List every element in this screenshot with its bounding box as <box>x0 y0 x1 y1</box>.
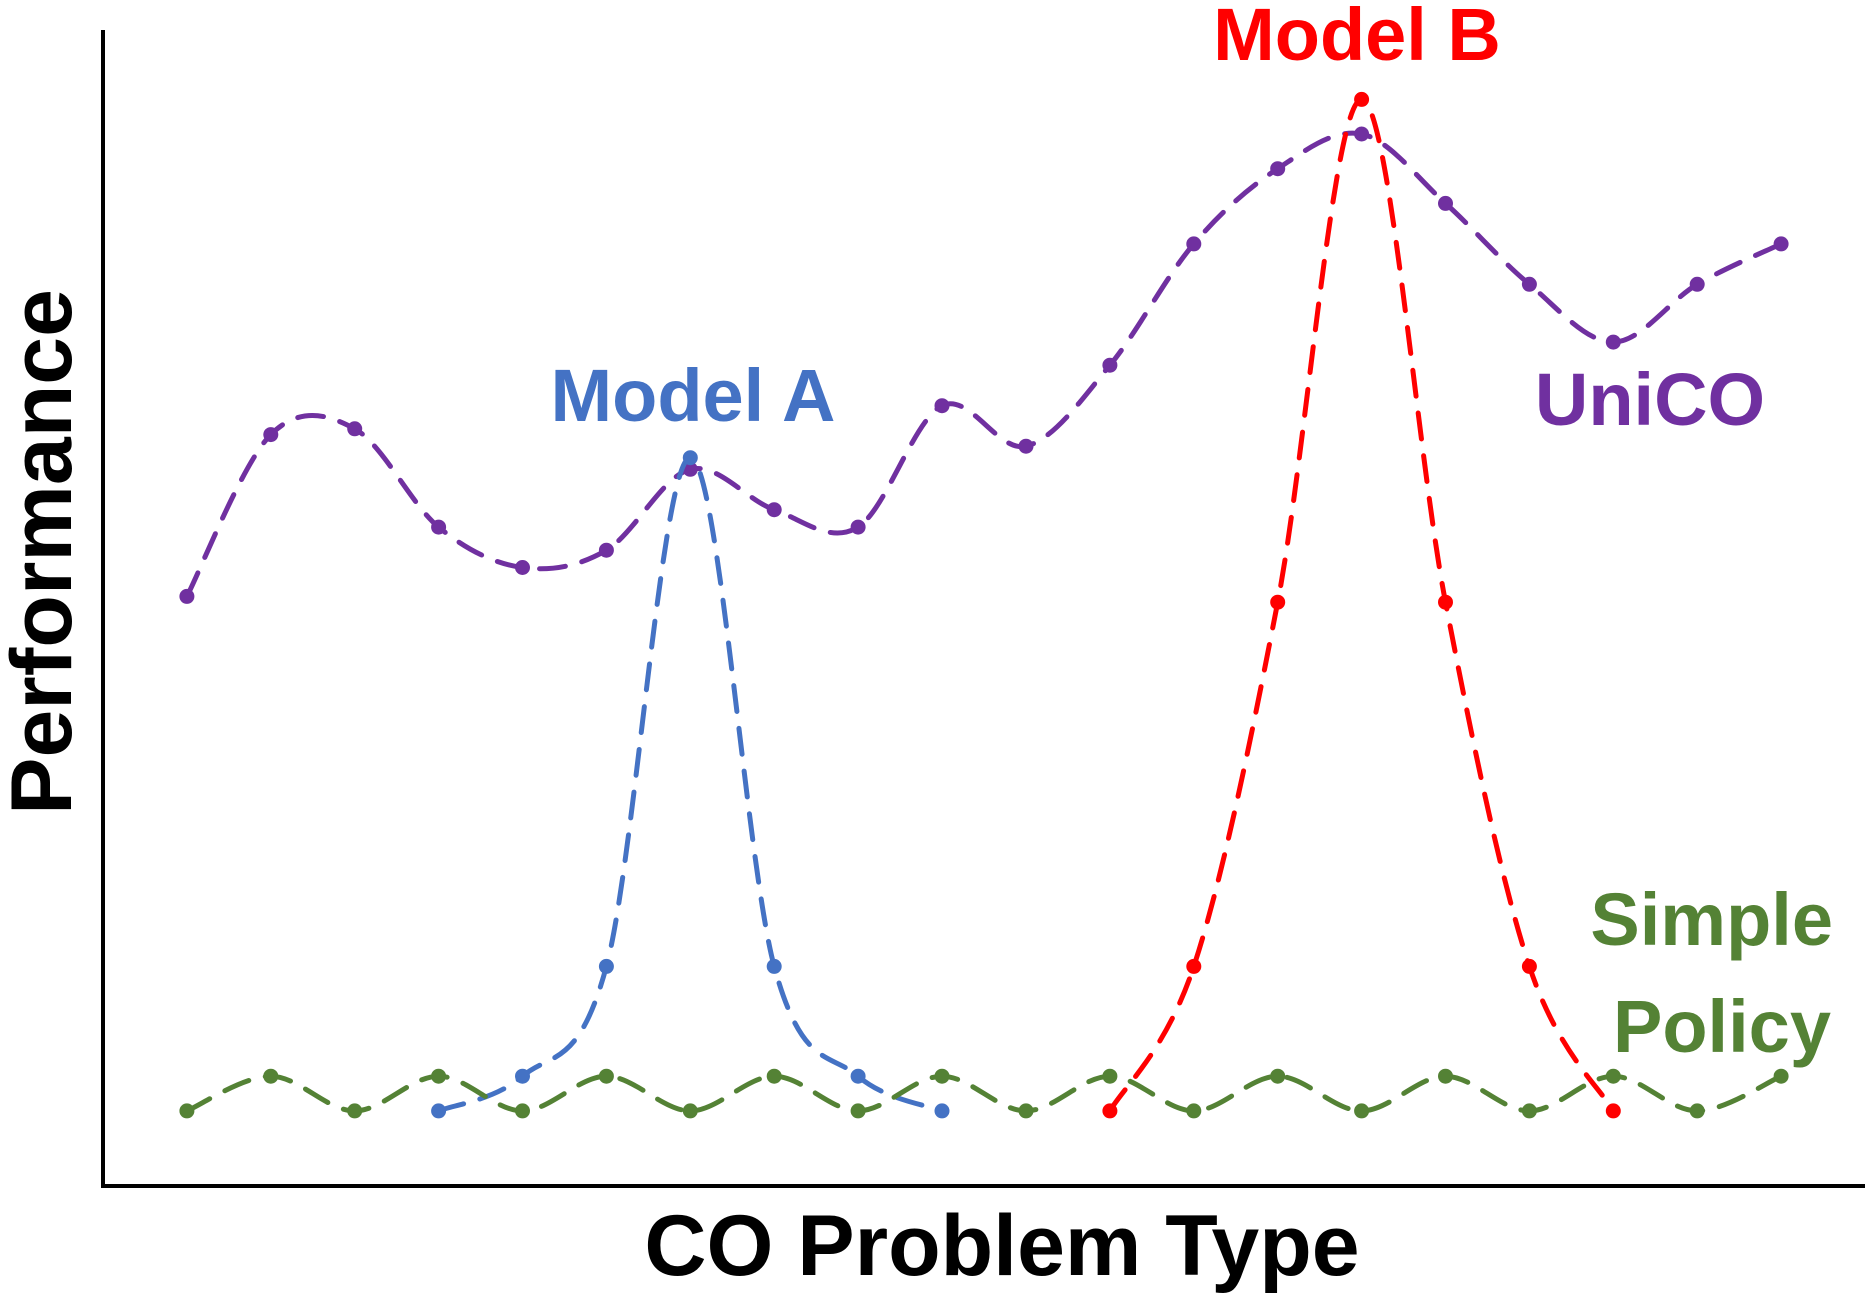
data-point-model-a-1 <box>431 1103 447 1119</box>
data-point-unico-17 <box>1521 276 1537 292</box>
x-axis-title: CO Problem Type <box>644 1198 1359 1294</box>
data-point-simple-policy-11 <box>1018 1103 1034 1119</box>
data-point-unico-12 <box>1102 357 1118 373</box>
series-label-line: Model A <box>550 354 835 437</box>
series-label-line: Simple <box>1590 878 1833 961</box>
data-point-unico-18 <box>1605 334 1621 350</box>
data-point-simple-policy-9 <box>850 1103 866 1119</box>
data-point-model-a-3 <box>598 958 614 974</box>
data-point-model-b-3 <box>1270 594 1286 610</box>
data-point-simple-policy-17 <box>1521 1103 1537 1119</box>
data-point-model-a-5 <box>766 958 782 974</box>
series-label-line: UniCO <box>1535 358 1765 441</box>
data-point-simple-policy-4 <box>431 1068 447 1084</box>
series-label-simple-policy: Simple Policy <box>1590 878 1853 1068</box>
data-point-simple-policy-18 <box>1605 1068 1621 1084</box>
data-point-unico-3 <box>347 421 363 437</box>
data-point-model-a-4 <box>682 450 698 466</box>
data-point-unico-6 <box>598 542 614 558</box>
series-model-b <box>1102 91 1621 1119</box>
data-point-simple-policy-1 <box>179 1103 195 1119</box>
data-point-model-a-7 <box>934 1103 950 1119</box>
data-point-unico-1 <box>179 588 195 604</box>
series-label-model-a: Model A <box>550 354 835 437</box>
data-point-unico-8 <box>766 502 782 518</box>
series-labels: Model A Model B UniCO Simple Policy <box>550 0 1853 1068</box>
data-point-unico-13 <box>1186 236 1202 252</box>
data-point-simple-policy-7 <box>682 1103 698 1119</box>
data-point-simple-policy-8 <box>766 1068 782 1084</box>
data-point-simple-policy-13 <box>1186 1103 1202 1119</box>
data-point-simple-policy-10 <box>934 1068 950 1084</box>
data-point-model-b-2 <box>1186 958 1202 974</box>
data-point-model-b-5 <box>1438 594 1453 610</box>
y-axis-title: Performance <box>0 289 90 815</box>
series-simple-policy <box>179 1068 1789 1119</box>
series-line-model-a <box>436 455 945 1114</box>
data-point-model-b-6 <box>1521 958 1537 974</box>
data-point-simple-policy-19 <box>1689 1103 1705 1119</box>
series-line-simple-policy <box>184 1073 1784 1114</box>
data-point-simple-policy-3 <box>347 1103 363 1119</box>
data-point-unico-9 <box>850 519 866 535</box>
series-label-line: Model B <box>1213 0 1501 76</box>
data-point-unico-11 <box>1018 438 1034 454</box>
series-unico <box>179 126 1789 604</box>
data-point-model-a-2 <box>515 1068 530 1084</box>
data-point-simple-policy-14 <box>1270 1068 1286 1084</box>
data-point-unico-2 <box>263 427 279 443</box>
data-point-simple-policy-5 <box>515 1103 530 1119</box>
data-point-simple-policy-2 <box>263 1068 279 1084</box>
data-point-unico-19 <box>1689 276 1705 292</box>
data-point-model-b-1 <box>1102 1103 1118 1119</box>
series-label-model-b: Model B <box>1213 0 1501 76</box>
data-point-simple-policy-12 <box>1102 1068 1118 1084</box>
series-layer <box>179 91 1789 1119</box>
data-point-simple-policy-6 <box>598 1068 614 1084</box>
series-label-line: Policy <box>1613 985 1831 1068</box>
data-point-unico-7 <box>682 461 698 477</box>
data-point-simple-policy-15 <box>1354 1103 1370 1119</box>
data-point-unico-10 <box>934 398 950 414</box>
data-point-simple-policy-16 <box>1438 1068 1453 1084</box>
series-label-unico: UniCO <box>1535 358 1765 441</box>
data-point-unico-5 <box>515 560 530 575</box>
data-point-model-b-4 <box>1354 91 1370 107</box>
data-point-unico-4 <box>431 519 447 535</box>
data-point-model-b-7 <box>1605 1103 1621 1119</box>
data-point-unico-14 <box>1270 161 1286 177</box>
data-point-simple-policy-20 <box>1773 1068 1789 1084</box>
data-point-unico-15 <box>1354 126 1370 142</box>
data-point-model-a-6 <box>850 1068 866 1084</box>
series-model-a <box>431 450 950 1119</box>
data-point-unico-16 <box>1438 195 1453 211</box>
data-point-unico-20 <box>1773 236 1789 252</box>
